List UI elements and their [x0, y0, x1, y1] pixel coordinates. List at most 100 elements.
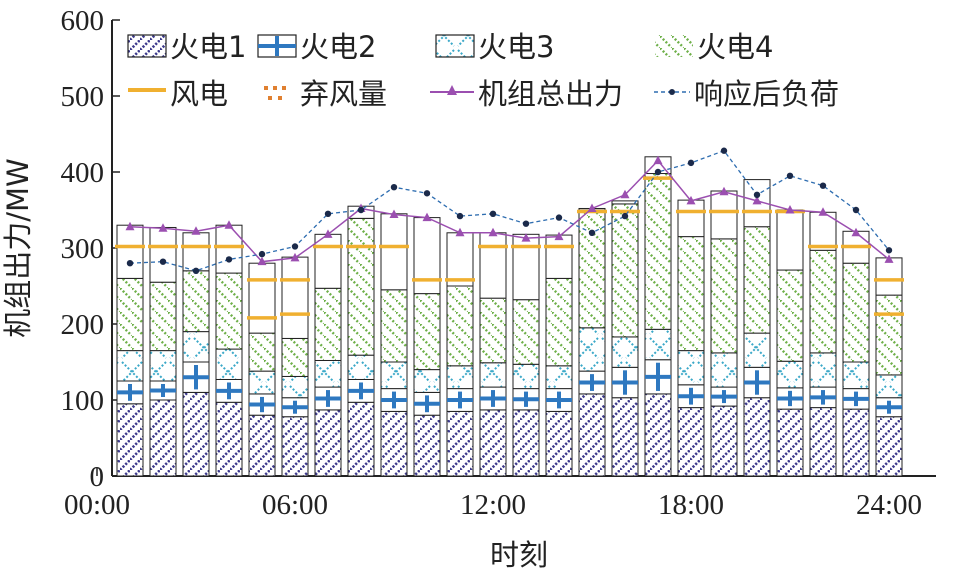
- bar-seg-g3: [809, 352, 837, 388]
- bar-group-7: [347, 205, 375, 477]
- total-output-point-1: [158, 223, 168, 232]
- total-output-point-12: [521, 233, 531, 242]
- x-tick-label-2: 12:00: [460, 489, 526, 521]
- response-load-point-12: [522, 220, 530, 227]
- x-tick-label-3: 18:00: [658, 489, 724, 521]
- legend-item-load: 响应后负荷: [654, 77, 839, 111]
- bar-seg-g1: [446, 410, 474, 477]
- response-load-point-18: [720, 147, 728, 154]
- bar-seg-g3: [875, 374, 903, 399]
- bar-seg-g3: [182, 331, 210, 363]
- bar-seg-wind: [281, 256, 309, 339]
- legend-item-g3: 火电3: [435, 30, 554, 64]
- bar-seg-g3: [512, 363, 540, 390]
- y-tick-label-200: 200: [61, 309, 105, 341]
- bar-seg-g1: [149, 399, 177, 477]
- bar-seg-g3: [248, 370, 276, 395]
- bar-group-20: [776, 209, 804, 477]
- total-output-point-2: [191, 226, 201, 235]
- total-output-point-19: [752, 195, 762, 205]
- bar-seg-wind: [611, 200, 639, 205]
- bar-group-13: [545, 234, 573, 477]
- x-ticks: 00:00 06:00 12:00 18:00 24:00: [64, 468, 922, 521]
- response-load-point-10: [456, 212, 464, 220]
- bar-group-14: [578, 207, 606, 477]
- total-output-point-6: [323, 229, 333, 238]
- bar-seg-g4: [677, 236, 705, 352]
- bar-group-12: [512, 233, 540, 477]
- bar-seg-g4: [116, 277, 144, 352]
- total-output-point-9: [422, 212, 432, 222]
- response-load-point-11: [489, 210, 497, 217]
- bar-group-11: [479, 232, 507, 477]
- bar-seg-wind: [314, 233, 342, 289]
- bar-group-0: [116, 224, 144, 477]
- bar-group-9: [413, 217, 441, 477]
- bar-seg-g3: [314, 359, 342, 388]
- bar-seg-wind: [446, 232, 474, 287]
- total-output-point-22: [851, 227, 861, 237]
- bar-seg-g4: [413, 293, 441, 371]
- x-tick-label-4: 24:00: [856, 489, 922, 521]
- total-output-point-16: [653, 155, 663, 165]
- bar-seg-g4: [842, 262, 870, 363]
- bar-seg-g1: [743, 397, 771, 477]
- legend-item-wind: 风电: [128, 77, 228, 111]
- bar-seg-wind: [413, 217, 441, 295]
- legend-swatch-g4: [655, 35, 693, 57]
- legend-label-g4: 火电4: [697, 30, 773, 64]
- bar-seg-wind: [710, 190, 738, 240]
- legend-label-g3: 火电3: [478, 30, 554, 64]
- bar-seg-g4: [512, 299, 540, 365]
- bar-group-10: [446, 232, 474, 477]
- bar-seg-g4: [182, 270, 210, 333]
- response-load-point-1: [159, 258, 167, 265]
- bar-seg-g1: [545, 410, 573, 477]
- bar-seg-g3: [644, 328, 672, 361]
- bar-seg-wind: [149, 226, 177, 283]
- bar-seg-wind: [215, 224, 243, 274]
- legend-swatch-g3: [435, 34, 475, 58]
- bar-seg-g4: [578, 209, 606, 329]
- legend-label-wind: 风电: [170, 77, 228, 111]
- bar-group-17: [677, 199, 705, 477]
- bar-group-16: [644, 156, 672, 477]
- bar-seg-wind: [116, 224, 144, 279]
- bar-group-22: [842, 230, 870, 477]
- x-axis-label: 时刻: [490, 538, 548, 572]
- bar-seg-g3: [149, 350, 177, 382]
- total-output-point-11: [488, 227, 498, 237]
- response-load-point-22: [852, 206, 860, 214]
- y-tick-label-100: 100: [61, 385, 105, 417]
- total-output-point-4: [257, 256, 267, 266]
- bar-seg-g3: [116, 350, 144, 382]
- bar-seg-g3: [446, 365, 474, 390]
- bar-seg-g4: [281, 337, 309, 377]
- legend-item-total: 机组总出力: [430, 77, 623, 111]
- legend-swatch-curtail: [264, 86, 286, 100]
- bar-seg-g3: [479, 362, 507, 388]
- total-output-point-3: [224, 220, 234, 229]
- total-output-point-17: [686, 195, 696, 205]
- total-output-point-23: [884, 254, 894, 263]
- bar-seg-wind: [380, 213, 408, 291]
- total-output-point-0: [125, 221, 135, 231]
- bar-seg-g4: [248, 332, 276, 372]
- response-load-point-5: [291, 243, 299, 250]
- bar-seg-g4: [347, 217, 375, 356]
- bar-seg-wind: [182, 232, 210, 272]
- bar-seg-g1: [776, 408, 804, 477]
- bar-seg-g4: [446, 285, 474, 367]
- bar-group-23: [875, 257, 903, 477]
- bar-seg-g1: [413, 414, 441, 477]
- response-load-point-3: [225, 256, 233, 263]
- response-load-point-2: [192, 267, 200, 274]
- response-load-point-0: [126, 260, 134, 267]
- legend-label-curtail: 弃风量: [300, 77, 387, 111]
- bar-group-1: [149, 226, 177, 477]
- legend-label-load: 响应后负荷: [694, 77, 839, 111]
- bar-seg-g4: [710, 238, 738, 354]
- bar-seg-wind: [776, 209, 804, 271]
- bar-seg-wind: [545, 234, 573, 279]
